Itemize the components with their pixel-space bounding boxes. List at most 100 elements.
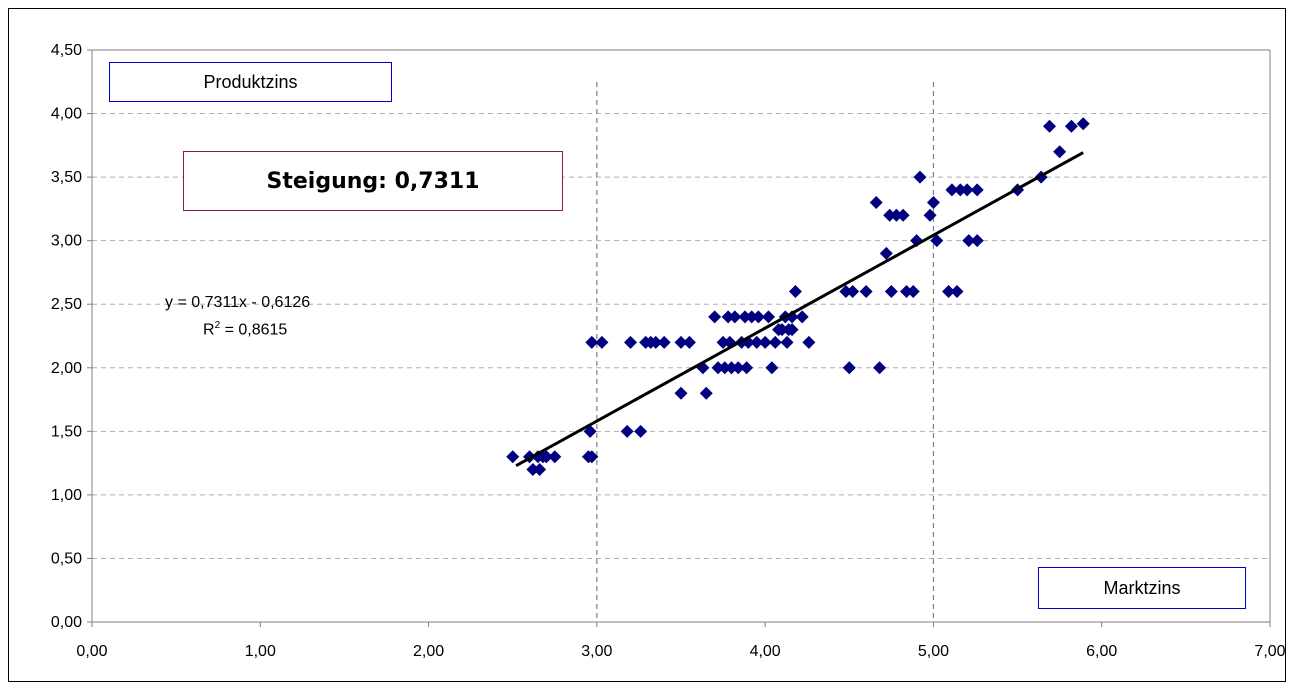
y-tick-label: 1,50 (51, 423, 82, 440)
data-point (768, 335, 782, 349)
data-point (1076, 117, 1090, 131)
data-point (953, 183, 967, 197)
data-point (1043, 119, 1057, 133)
data-point (780, 335, 794, 349)
data-point (1064, 119, 1078, 133)
x-tick-label: 1,00 (245, 643, 276, 660)
data-point (708, 310, 722, 324)
data-point (970, 234, 984, 248)
slope-annotation: Steigung: 0,7311 (266, 168, 480, 194)
data-point (942, 285, 956, 299)
y-tick-label: 2,50 (51, 296, 82, 313)
data-point (923, 208, 937, 222)
trendline-equation: y = 0,7311x - 0,6126 (165, 294, 311, 311)
data-point (738, 310, 752, 324)
data-point (750, 335, 764, 349)
x-tick-label: 4,00 (750, 643, 781, 660)
data-point (716, 335, 730, 349)
data-point (926, 196, 940, 210)
data-point (788, 285, 802, 299)
y-tick-label: 3,50 (51, 169, 82, 186)
y-tick-label: 4,50 (51, 42, 82, 59)
y-tick-label: 0,50 (51, 550, 82, 567)
data-point (889, 208, 903, 222)
gridlines (92, 113, 1270, 559)
data-point (950, 285, 964, 299)
data-point (728, 310, 742, 324)
data-point (945, 183, 959, 197)
y-tick-label: 3,00 (51, 233, 82, 250)
data-point (721, 310, 735, 324)
data-point (624, 335, 638, 349)
data-point (795, 310, 809, 324)
y-tick-label: 1,00 (51, 487, 82, 504)
data-point (1053, 145, 1067, 159)
data-point (839, 285, 853, 299)
x-tick-label: 6,00 (1086, 643, 1117, 660)
y-axis-title: Produktzins (203, 71, 298, 92)
trendline-group (515, 151, 1084, 467)
reference-lines (596, 82, 935, 622)
data-point (620, 424, 634, 438)
data-point (900, 285, 914, 299)
data-point (906, 285, 920, 299)
x-tick-label: 3,00 (581, 643, 612, 660)
data-point (585, 335, 599, 349)
data-point (883, 208, 897, 222)
data-point (775, 323, 789, 337)
data-point (674, 386, 688, 400)
data-point (762, 310, 776, 324)
data-point (846, 285, 860, 299)
x-tick-label: 0,00 (76, 643, 107, 660)
data-point (785, 323, 799, 337)
data-point (960, 183, 974, 197)
data-points (506, 117, 1090, 476)
data-point (740, 361, 754, 375)
data-point (869, 196, 883, 210)
data-point (896, 208, 910, 222)
data-point (699, 386, 713, 400)
data-point (802, 335, 816, 349)
data-point (884, 285, 898, 299)
data-point (711, 361, 725, 375)
data-point (842, 361, 856, 375)
slope-annotation-box: Steigung: 0,7311 (183, 151, 563, 211)
data-point (533, 462, 547, 476)
data-point (745, 310, 759, 324)
x-tick-label: 7,00 (1254, 643, 1285, 660)
x-axis-title: Marktzins (1103, 577, 1181, 598)
data-point (649, 335, 663, 349)
data-point (913, 170, 927, 184)
x-tick-label: 2,00 (413, 643, 444, 660)
data-point (970, 183, 984, 197)
data-point (506, 450, 520, 464)
data-point (526, 462, 540, 476)
data-point (731, 361, 745, 375)
data-point (879, 246, 893, 260)
data-point (930, 234, 944, 248)
data-point (674, 335, 688, 349)
data-point (873, 361, 887, 375)
data-point (962, 234, 976, 248)
data-point (548, 450, 562, 464)
data-point (634, 424, 648, 438)
data-point (751, 310, 765, 324)
r-squared-label: R2 = 0,8615 (203, 320, 287, 339)
data-point (765, 361, 779, 375)
r2-prefix: R (203, 321, 215, 339)
tick-labels: 0,00 0,50 1,00 1,50 2,00 2,50 3,00 3,50 4,00 4,50… (51, 42, 1286, 660)
data-point (539, 450, 553, 464)
data-point (682, 335, 696, 349)
data-point (657, 335, 671, 349)
y-tick-label: 4,00 (51, 106, 82, 123)
y-tick-label: 0,00 (51, 614, 82, 631)
r2-superscript: 2 (214, 320, 221, 331)
x-tick-label: 5,00 (918, 643, 949, 660)
r2-value: = 0,8615 (220, 321, 288, 339)
axes (91, 49, 1271, 623)
y-axis-title-box: Produktzins (109, 62, 392, 102)
x-axis-title-box: Marktzins (1038, 567, 1246, 609)
data-point (718, 361, 732, 375)
data-point (859, 285, 873, 299)
